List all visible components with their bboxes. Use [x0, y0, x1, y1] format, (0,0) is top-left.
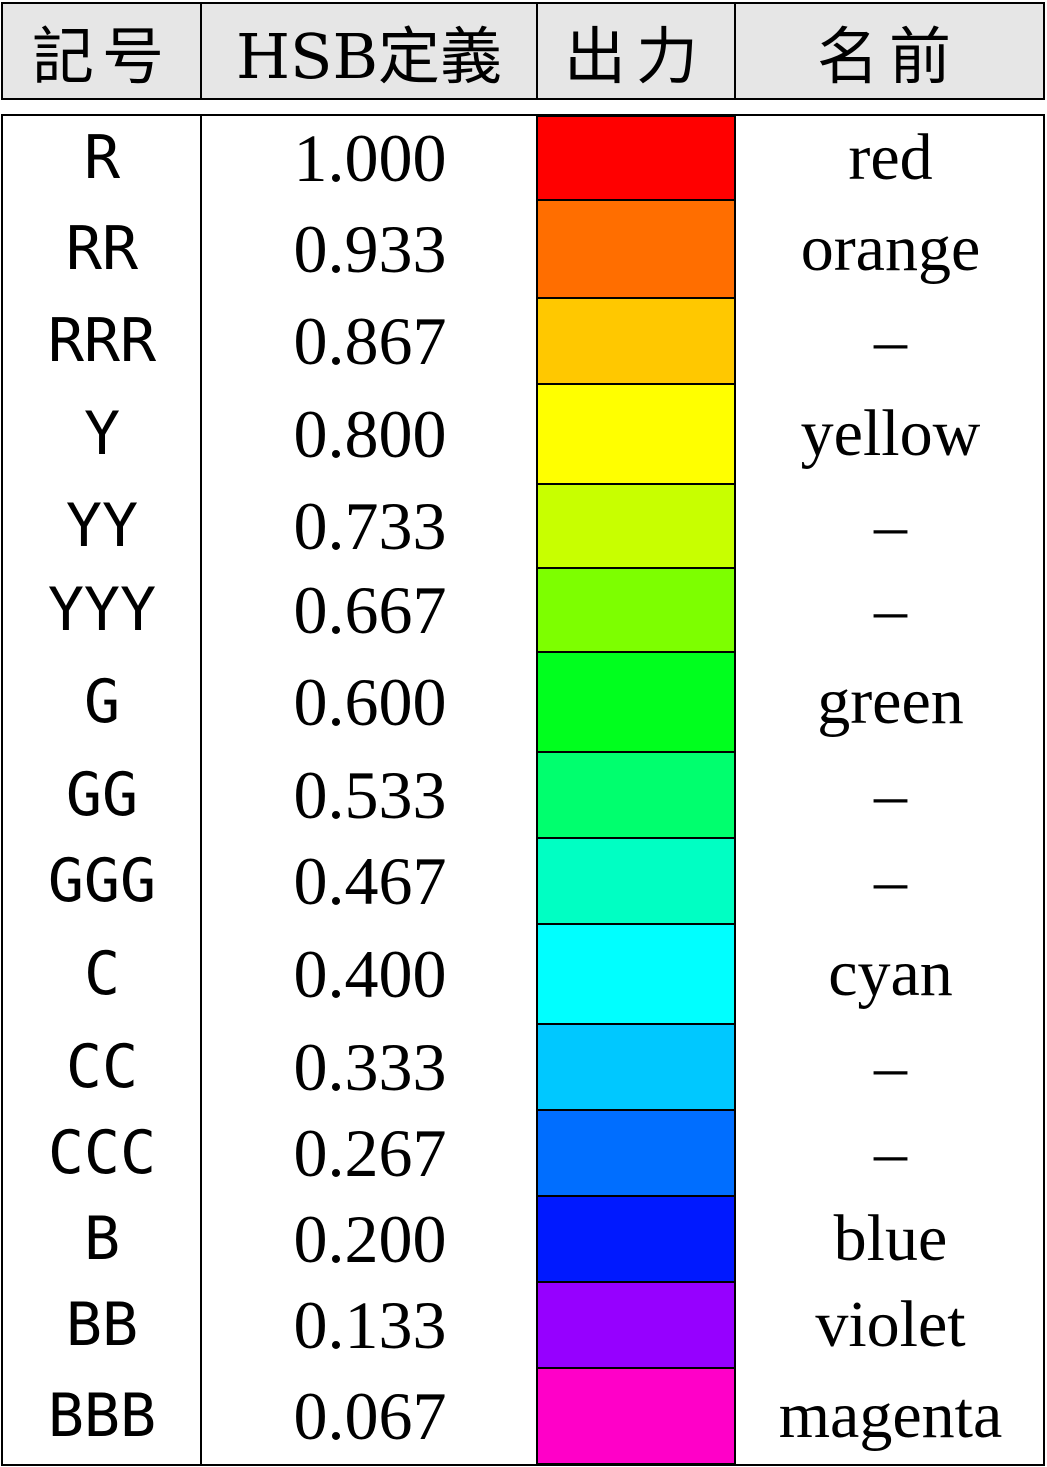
color-name: magenta — [778, 1379, 1003, 1452]
color-swatch — [538, 1368, 736, 1464]
color-symbol: GGG — [47, 846, 157, 916]
color-swatch — [538, 1024, 736, 1110]
hsb-value: 0.933 — [293, 210, 447, 287]
table-row: CCC 0.267 – — [3, 1110, 1043, 1196]
header-output: 出力 — [563, 20, 708, 93]
color-symbol: BBB — [47, 1381, 157, 1451]
color-name: green — [817, 665, 964, 738]
color-symbol: GG — [65, 760, 139, 830]
color-swatch — [538, 384, 736, 484]
hsb-value: 0.533 — [293, 756, 447, 833]
color-name: – — [874, 1030, 907, 1103]
table-row: GG 0.533 – — [3, 752, 1043, 838]
table-row: CC 0.333 – — [3, 1024, 1043, 1110]
color-swatch — [538, 1196, 736, 1282]
table-row: BB 0.133 violet — [3, 1282, 1043, 1368]
table-row: G 0.600 green — [3, 652, 1043, 752]
color-name: cyan — [828, 937, 953, 1010]
table-row: YYY 0.667 – — [3, 568, 1043, 652]
hsb-value: 0.600 — [293, 663, 447, 740]
color-name: violet — [815, 1288, 966, 1361]
hsb-value: 0.133 — [293, 1286, 447, 1363]
color-symbol: CC — [65, 1032, 139, 1102]
hsb-value: 0.867 — [293, 302, 447, 379]
color-symbol: YY — [65, 491, 139, 561]
color-swatch — [538, 652, 736, 752]
color-swatch — [538, 1282, 736, 1368]
color-swatch — [538, 200, 736, 298]
hsb-value: 0.733 — [293, 487, 447, 564]
color-name: red — [848, 121, 933, 194]
table-row: Y 0.800 yellow — [3, 384, 1043, 484]
color-symbol: YYY — [47, 575, 157, 645]
table-row: BBB 0.067 magenta — [3, 1368, 1043, 1464]
color-symbol: RRR — [47, 306, 157, 376]
color-symbol: G — [83, 667, 121, 737]
column-divider — [734, 116, 736, 1464]
table-row: R 1.000 red — [3, 116, 1043, 200]
header-name: 名前 — [816, 20, 961, 93]
column-divider — [200, 116, 202, 1464]
header-hsb-definition: HSB定義 — [235, 20, 503, 93]
table-row: GGG 0.467 – — [3, 838, 1043, 924]
table-body: BBB 0.067 magenta BB 0.133 violet B 0.200 blue CC… — [1, 114, 1045, 1466]
color-swatch — [538, 484, 736, 568]
hsb-value: 0.200 — [293, 1200, 447, 1277]
table-row: RRR 0.867 – — [3, 298, 1043, 384]
hsb-value: 1.000 — [293, 119, 447, 196]
color-name: yellow — [800, 397, 981, 470]
color-name: blue — [833, 1202, 948, 1275]
color-symbol: B — [83, 1204, 121, 1274]
column-divider — [536, 116, 538, 1464]
header-divider — [536, 4, 538, 98]
header-divider — [200, 4, 202, 98]
table-row: RR 0.933 orange — [3, 200, 1043, 298]
color-symbol: R — [83, 123, 121, 193]
color-symbol: RR — [65, 214, 139, 284]
table-row: C 0.400 cyan — [3, 924, 1043, 1024]
header-divider — [734, 4, 736, 98]
hsb-value: 0.467 — [293, 842, 447, 919]
color-name: – — [874, 573, 907, 646]
table-row: YY 0.733 – — [3, 484, 1043, 568]
color-swatch — [538, 116, 736, 200]
color-symbol: Y — [83, 399, 121, 469]
color-swatch — [538, 838, 736, 924]
color-name: – — [874, 758, 907, 831]
color-swatch — [538, 298, 736, 384]
table-header: 記号 HSB定義 出力 名前 — [1, 2, 1045, 100]
color-swatch — [538, 568, 736, 652]
color-symbol: BB — [65, 1290, 139, 1360]
header-symbol: 記号 — [31, 20, 172, 93]
table-row: B 0.200 blue — [3, 1196, 1043, 1282]
hsb-value: 0.400 — [293, 935, 447, 1012]
color-name: orange — [800, 212, 981, 285]
color-name: – — [874, 1116, 907, 1189]
color-symbol: C — [83, 939, 121, 1009]
hsb-value: 0.267 — [293, 1114, 447, 1191]
color-name: – — [874, 844, 907, 917]
color-swatch — [538, 752, 736, 838]
hsb-value: 0.067 — [293, 1377, 447, 1454]
hsb-value: 0.667 — [293, 571, 447, 648]
color-name: – — [874, 489, 907, 562]
color-name: – — [874, 304, 907, 377]
color-symbol: CCC — [47, 1118, 157, 1188]
color-swatch — [538, 924, 736, 1024]
color-swatch — [538, 1110, 736, 1196]
hsb-value: 0.800 — [293, 395, 447, 472]
hsb-value: 0.333 — [293, 1028, 447, 1105]
